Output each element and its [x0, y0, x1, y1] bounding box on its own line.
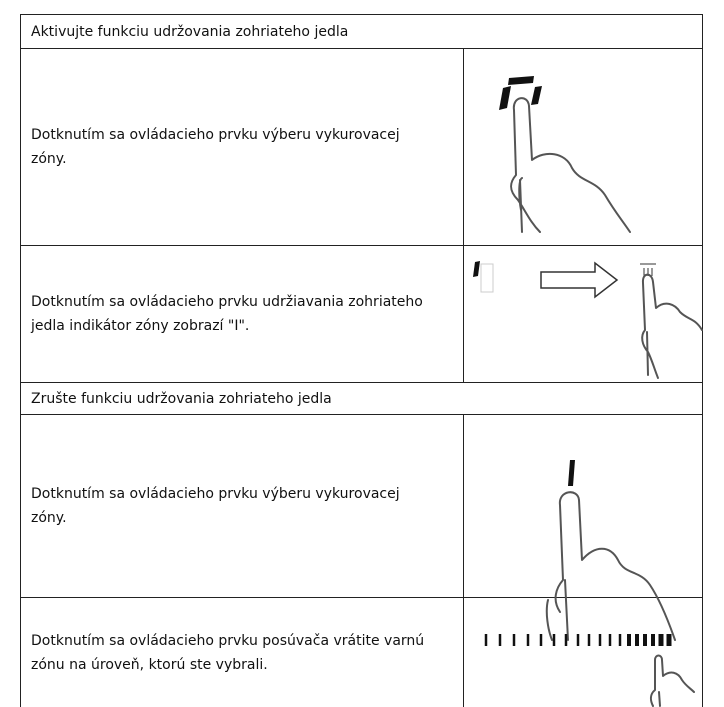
step-text: Dotknutím sa ovládacieho prvku udržiavan…	[20, 245, 464, 383]
step-text-content: Dotknutím sa ovládacieho prvku výberu vy…	[31, 127, 400, 167]
step-image	[463, 414, 703, 598]
section-title-text: Zrušte funkciu udržovania zohriateho jed…	[31, 390, 332, 407]
step-image	[463, 597, 703, 707]
section-title-text: Aktivujte funkciu udržovania zohriateho …	[31, 23, 349, 40]
section-title: Zrušte funkciu udržovania zohriateho jed…	[20, 382, 703, 415]
section-title: Aktivujte funkciu udržovania zohriateho …	[20, 14, 703, 49]
step-text: Dotknutím sa ovládacieho prvku posúvača …	[20, 597, 464, 707]
step-text-content: Dotknutím sa ovládacieho prvku výberu vy…	[31, 486, 400, 526]
step-text-content: Dotknutím sa ovládacieho prvku udržiavan…	[31, 294, 423, 334]
step-text: Dotknutím sa ovládacieho prvku výberu vy…	[20, 48, 464, 246]
step-image	[463, 245, 703, 383]
step-text-content: Dotknutím sa ovládacieho prvku posúvača …	[31, 632, 425, 673]
step-image	[463, 48, 703, 246]
step-text: Dotknutím sa ovládacieho prvku výberu vy…	[20, 414, 464, 598]
